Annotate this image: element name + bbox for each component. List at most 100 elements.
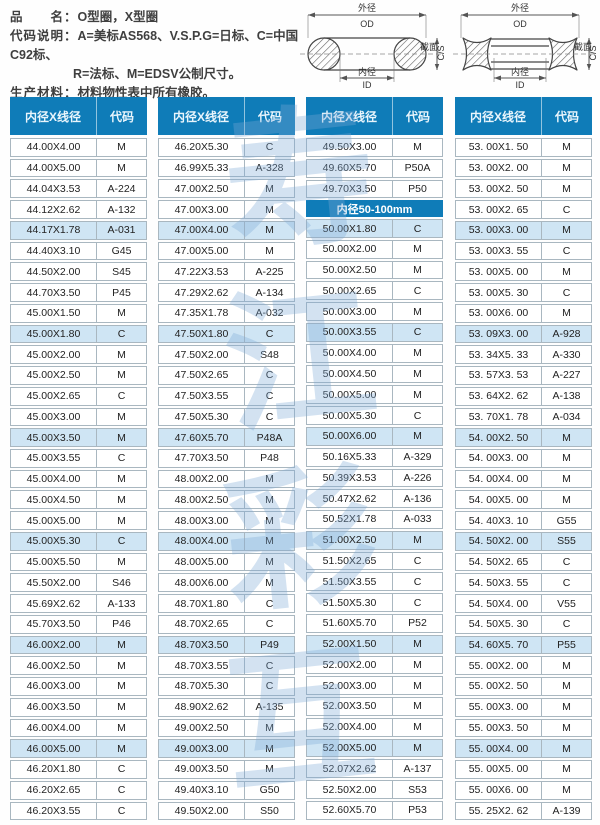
- col-header-code: 代码: [392, 97, 443, 135]
- size-cell: 50.00X3.00: [322, 305, 377, 318]
- code-cell: M: [96, 719, 146, 737]
- code-cell: M: [392, 531, 442, 549]
- product-name-label: 品 名：: [10, 10, 78, 24]
- size-cell: 48.00X2.50: [174, 493, 229, 506]
- code-cell: C: [96, 802, 146, 820]
- table-row: 51.50X3.55 C: [306, 572, 443, 592]
- size-cell: 51.60X5.70: [322, 617, 377, 630]
- table-row: 54. 50X5. 30 C: [455, 614, 592, 634]
- code-cell: A-033: [392, 511, 442, 528]
- table-row: 44.40X3.10 G45: [10, 241, 147, 261]
- size-cell: 52.00X3.50: [322, 700, 377, 713]
- size-cell: 46.00X3.50: [26, 701, 81, 714]
- table-row: 54. 50X2. 00 S55: [455, 531, 592, 551]
- size-cell: 54. 00X4. 00: [468, 473, 529, 486]
- table-row: 53. 34X5. 33 A-330: [455, 345, 592, 365]
- code-cell: A-034: [541, 408, 591, 426]
- table-row: 46.20X3.55 C: [10, 801, 147, 821]
- table-col-4: 内径X线径 代码 53. 00X1. 50 M 53. 00X2. 00 M 53. 0…: [455, 97, 592, 821]
- code-cell: M: [392, 739, 442, 757]
- table-row: 47.22X3.53 A-225: [158, 262, 295, 282]
- table-row: 48.00X4.00 M: [158, 531, 295, 551]
- size-cell: 55. 25X2. 62: [468, 804, 529, 817]
- code-cell: M: [541, 139, 591, 156]
- code-cell: M: [96, 636, 146, 654]
- code-cell: M: [541, 678, 591, 695]
- code-cell: M: [244, 532, 294, 550]
- size-cell: 50.00X2.00: [322, 243, 377, 256]
- table-row: 53. 00X3. 55 C: [455, 241, 592, 261]
- size-cell: 53. 00X3. 55: [468, 245, 529, 258]
- size-cell: 45.00X2.65: [26, 390, 81, 403]
- id-label-en: ID: [363, 80, 373, 90]
- size-cell: 48.00X6.00: [174, 576, 229, 589]
- col-header-code: 代码: [541, 97, 592, 135]
- table-row: 52.00X1.50 M: [306, 634, 443, 654]
- table-row: 50.00X6.00 M: [306, 426, 443, 446]
- code-cell: P53: [392, 802, 442, 819]
- size-cell: 46.00X2.00: [26, 638, 81, 651]
- size-cell: 55. 00X3. 50: [468, 721, 529, 734]
- size-cell: 49.00X3.50: [174, 763, 229, 776]
- table-row: 46.99X5.33 A-328: [158, 158, 295, 178]
- table-row: 52.00X2.00 M: [306, 655, 443, 675]
- cs-label-en: C/S: [588, 45, 598, 60]
- table-row: 47.50X5.30 C: [158, 407, 295, 427]
- size-cell: 44.12X2.62: [26, 203, 81, 216]
- size-cell: 46.00X5.00: [26, 742, 81, 755]
- size-cell: 51.50X3.55: [322, 575, 377, 588]
- table-row: 54. 50X3. 55 C: [455, 573, 592, 593]
- size-cell: 52.07X2.62: [322, 762, 377, 775]
- size-cell: 54. 50X2. 00: [468, 535, 529, 548]
- code-cell: M: [96, 491, 146, 509]
- table-row: 50.00X3.00 M: [306, 302, 443, 322]
- code-cell: A-134: [244, 284, 294, 301]
- code-cell: M: [96, 304, 146, 322]
- size-cell: 45.00X1.80: [26, 327, 81, 340]
- table-row: 52.00X5.00 M: [306, 738, 443, 758]
- size-cell: 49.50X3.00: [322, 141, 377, 154]
- size-cell: 47.50X1.80: [174, 327, 229, 340]
- code-cell: M: [392, 656, 442, 674]
- code-cell: C: [541, 553, 591, 571]
- table-row: 49.00X3.50 M: [158, 760, 295, 779]
- size-cell: 50.00X4.00: [322, 347, 377, 360]
- code-cell: M: [244, 512, 294, 529]
- table-row: 49.60X5.70 P50A: [306, 158, 443, 178]
- size-cell: 54. 50X4. 00: [468, 597, 529, 610]
- code-cell: C: [96, 387, 146, 405]
- code-cell: A-132: [96, 201, 146, 218]
- size-cell: 53. 64X2. 62: [468, 390, 529, 403]
- table-row: 44.50X2.00 S45: [10, 262, 147, 282]
- table-row: 45.69X2.62 A-133: [10, 594, 147, 613]
- table-row: 54. 50X4. 00 V55: [455, 594, 592, 613]
- product-name-value: O型圈，X型圈: [77, 10, 159, 24]
- table-row: 46.20X1.80 C: [10, 760, 147, 779]
- product-info-block: 品 名：O型圈，X型圈 代码说明：A=美标AS568、V.S.P.G=日标、C=…: [10, 8, 300, 103]
- size-cell: 45.00X4.50: [26, 493, 81, 506]
- size-cell: 44.50X2.00: [26, 265, 81, 278]
- table-body: 53. 00X1. 50 M 53. 00X2. 00 M 53. 00X2. 50 M 5…: [455, 138, 592, 821]
- size-cell: 48.70X2.65: [174, 618, 229, 631]
- table-row: 51.50X5.30 C: [306, 593, 443, 612]
- code-cell: M: [96, 429, 146, 447]
- table-row: 45.00X1.50 M: [10, 303, 147, 323]
- size-cell: 49.40X3.10: [174, 784, 229, 797]
- table-row: 47.50X3.55 C: [158, 386, 295, 406]
- table-row: 48.70X2.65 C: [158, 614, 295, 634]
- code-legend-label: 代码说明：: [10, 29, 78, 43]
- table-row: 53. 00X6. 00 M: [455, 303, 592, 323]
- size-cell: 53. 00X5. 00: [468, 265, 529, 278]
- size-cell: 53. 00X3. 00: [468, 224, 529, 237]
- table-row: 54. 60X5. 70 P55: [455, 635, 592, 655]
- size-cell: 52.00X3.00: [322, 679, 377, 692]
- code-cell: C: [541, 201, 591, 218]
- table-row: 44.70X3.50 P45: [10, 283, 147, 302]
- code-cell: V55: [541, 595, 591, 612]
- col-header-code: 代码: [244, 97, 295, 135]
- size-cell: 49.00X3.00: [174, 742, 229, 755]
- table-row: 49.00X2.50 M: [158, 718, 295, 738]
- code-cell: C: [541, 615, 591, 633]
- size-cell: 45.70X3.50: [26, 618, 81, 631]
